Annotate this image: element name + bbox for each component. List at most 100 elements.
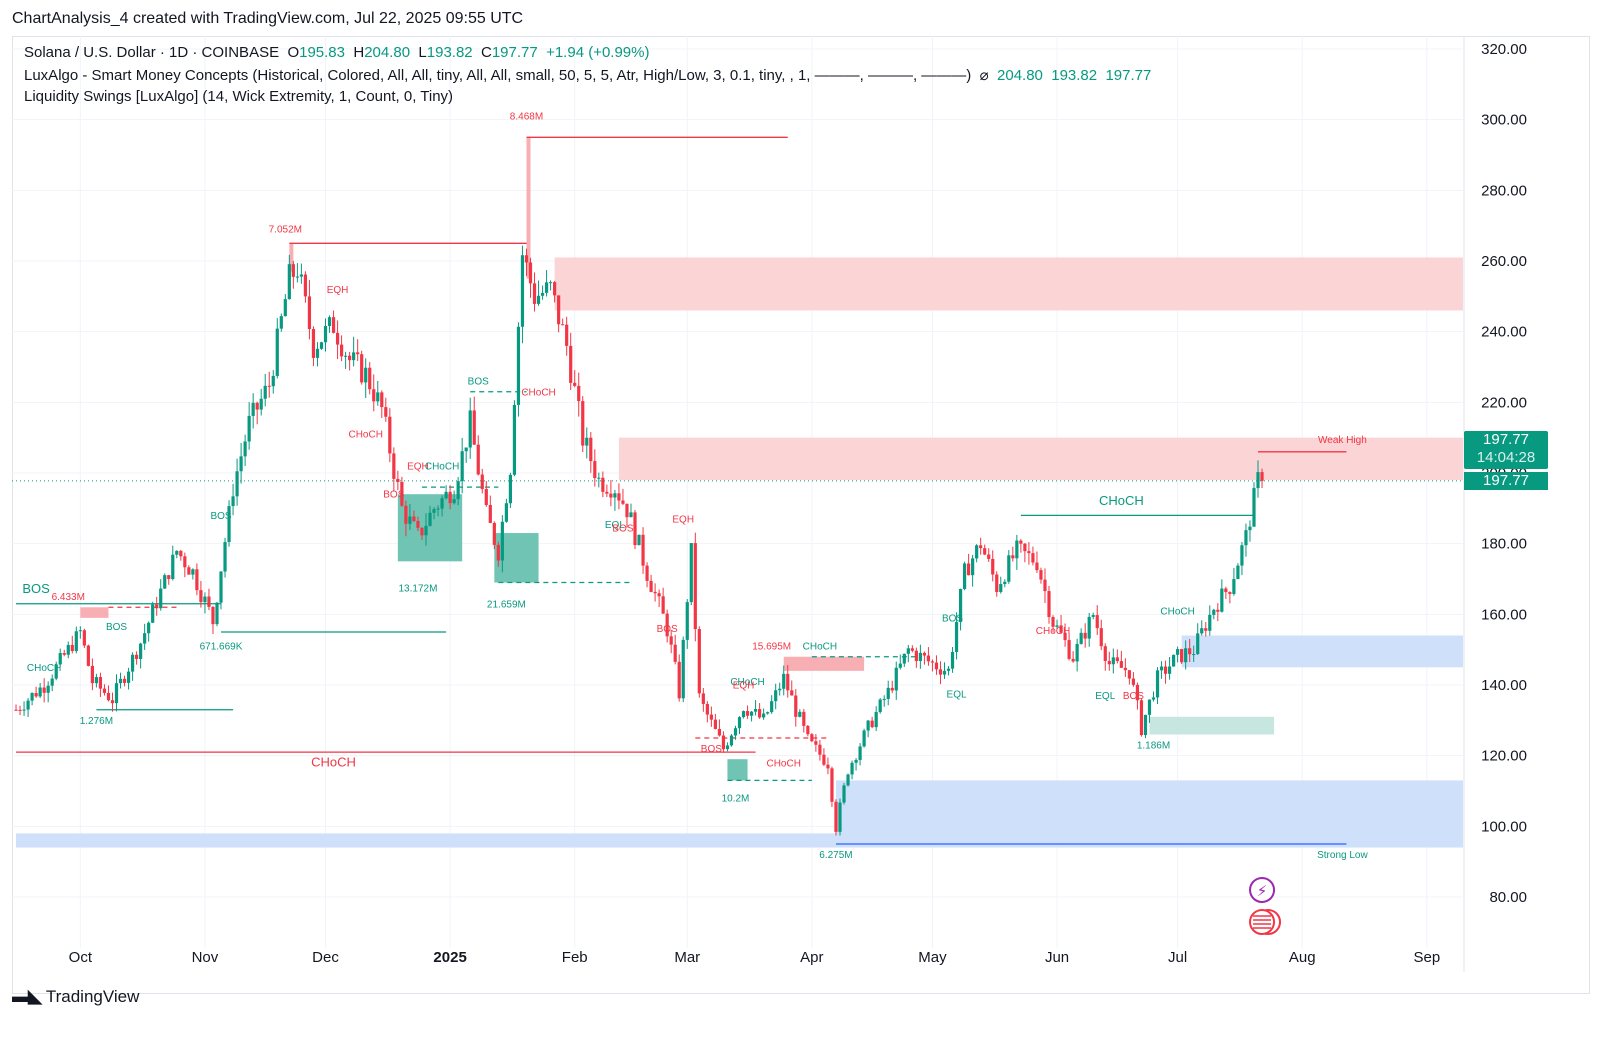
candle-body	[971, 558, 975, 576]
candle-body	[384, 407, 388, 417]
candle-body	[428, 512, 432, 526]
candle-body	[1099, 628, 1103, 647]
candle-body	[520, 255, 525, 327]
candle-body	[681, 639, 685, 699]
candle-body	[898, 663, 902, 668]
candle-body	[713, 719, 717, 729]
candle-body	[617, 493, 621, 501]
candle-body	[207, 596, 211, 607]
candle-body	[870, 720, 874, 728]
candle-body	[203, 596, 207, 603]
candle-body	[82, 630, 86, 646]
candle-body	[569, 345, 573, 383]
candle-body	[1011, 555, 1015, 559]
close-label: C	[481, 44, 492, 61]
indicator-legend-liquidity[interactable]: Liquidity Swings [LuxAlgo] (14, Wick Ext…	[24, 88, 453, 105]
candle-body	[106, 692, 111, 701]
candle-body	[573, 382, 577, 386]
candle-body	[665, 613, 669, 637]
candle-body	[151, 604, 155, 623]
symbol-legend[interactable]: Solana / U.S. Dollar · 1D · COINBASE O19…	[24, 44, 649, 61]
candle-body	[1043, 579, 1047, 592]
candle-body	[263, 385, 267, 399]
x-tick-label: Aug	[1289, 949, 1316, 966]
candle-body	[448, 491, 452, 504]
smc-label: BOS	[1123, 691, 1144, 702]
candle-body	[910, 648, 914, 651]
candle-body	[139, 643, 143, 659]
candle-body	[432, 509, 436, 513]
smc-label: 671.669K	[200, 642, 243, 653]
candle-body	[408, 516, 412, 524]
zone-supply	[618, 437, 1463, 481]
smc-label: Weak High	[1318, 435, 1367, 446]
candle-body	[822, 754, 826, 765]
candle-body	[126, 671, 131, 683]
smc-label: EQH	[327, 285, 349, 296]
tradingview-logo[interactable]: ▬◣ TradingView	[12, 986, 139, 1007]
candle-body	[279, 316, 283, 329]
candle-body	[496, 544, 500, 561]
candle-body	[287, 264, 291, 300]
candle-body	[1055, 625, 1059, 627]
smc-label: 21.659M	[487, 599, 526, 610]
candle-body	[356, 352, 360, 355]
smc-label: 6.433M	[52, 592, 85, 603]
candle-body	[1248, 526, 1252, 531]
candle-body	[30, 693, 34, 701]
smc-label: CHoCH	[27, 663, 61, 674]
candle-body	[593, 461, 597, 479]
y-tick-label: 180.00	[1481, 536, 1527, 553]
candle-body	[243, 441, 247, 457]
candle-body	[468, 410, 472, 448]
candle-body	[175, 550, 179, 555]
candle-body	[114, 683, 119, 704]
candle-body	[199, 590, 203, 603]
candle-body	[1216, 609, 1220, 612]
candle-body	[464, 447, 468, 452]
open-label: O	[287, 44, 300, 61]
candle-body	[396, 478, 400, 482]
candle-body	[74, 631, 78, 652]
candle-body	[1232, 579, 1236, 594]
candle-body	[918, 652, 922, 662]
candle-body	[1184, 648, 1188, 663]
candle-body	[645, 565, 649, 581]
candle-body	[1196, 633, 1200, 655]
candle-body	[790, 690, 794, 696]
candle-body	[866, 720, 870, 731]
candle-body	[1204, 628, 1208, 631]
candle-body	[934, 662, 939, 670]
candle-body	[930, 661, 935, 663]
candle-body	[323, 326, 328, 343]
candle-body	[962, 563, 967, 589]
candle-body	[906, 648, 910, 654]
candle-body	[1023, 543, 1027, 552]
candle-body	[440, 498, 444, 509]
candle-body	[1095, 615, 1099, 629]
smc-label: BOS	[701, 744, 722, 755]
smc-label: BOS	[210, 511, 231, 522]
candle-body	[557, 295, 561, 325]
candle-body	[110, 700, 115, 704]
candle-body	[810, 734, 814, 742]
indicator-legend-smc[interactable]: LuxAlgo - Smart Money Concepts (Historic…	[24, 66, 1151, 84]
candle-body	[798, 711, 802, 717]
candle-body	[460, 451, 464, 482]
smc-label: CHoCH	[311, 754, 356, 769]
candle-body	[476, 444, 480, 475]
candle-body	[673, 644, 677, 662]
smc-label: BOS	[106, 622, 127, 633]
candle-body	[536, 295, 541, 304]
zone-ob_red	[80, 607, 109, 618]
candle-body	[782, 673, 786, 689]
candle-body	[834, 801, 838, 832]
low-label: L	[418, 44, 427, 61]
candle-body	[1019, 540, 1023, 544]
zone-demand	[16, 833, 1463, 848]
candle-body	[874, 712, 878, 728]
change-value: +1.94 (+0.99%)	[546, 44, 650, 61]
y-tick-label: 80.00	[1489, 889, 1527, 906]
indicator-smc-icon: ⌀	[979, 67, 989, 84]
